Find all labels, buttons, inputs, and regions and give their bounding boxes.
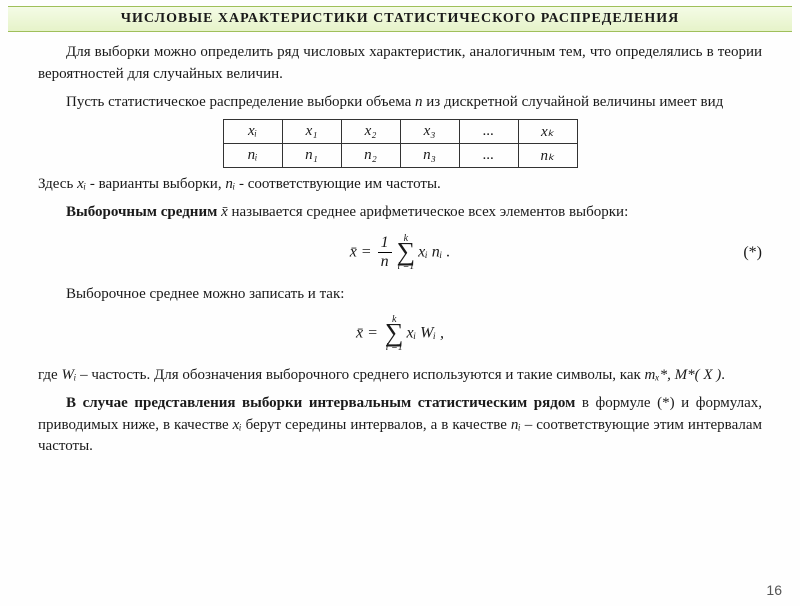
- section-header: ЧИСЛОВЫЕ ХАРАКТЕРИСТИКИ СТАТИСТИЧЕСКОГО …: [8, 6, 792, 32]
- numerator: 1: [378, 234, 392, 252]
- paragraph-legend: Здесь xᵢ - варианты выборки, nᵢ - соотве…: [38, 174, 762, 196]
- symbols: mₓ*, M*( X ): [645, 367, 722, 383]
- formula-mean: x̄ = 1n k∑i =1xᵢ nᵢ . (*): [38, 234, 762, 272]
- table-row: nᵢ n₁ n₂ n₃ ... nₖ: [223, 144, 577, 168]
- var-xi: xᵢ: [77, 176, 86, 192]
- text: - соответствующие им частоты.: [235, 176, 441, 192]
- text: – частость. Для обозначения выборочного …: [76, 367, 644, 383]
- term: xᵢ Wᵢ: [406, 325, 436, 342]
- table-row: xᵢ x₁ x₂ x₃ ... xₖ: [223, 120, 577, 144]
- equation-marker: (*): [743, 244, 762, 262]
- sum-lower: i =1: [397, 262, 416, 272]
- formula-mean-w: x̄ = k∑i =1xᵢ Wᵢ ,: [38, 315, 762, 353]
- text: - варианты выборки,: [86, 176, 225, 192]
- text: берут середины интервалов, а в качестве: [242, 417, 511, 433]
- tail: ,: [436, 325, 444, 342]
- sigma-icon: ∑: [385, 323, 404, 344]
- tail: .: [442, 243, 450, 260]
- text: где: [38, 367, 61, 383]
- cell: x₃: [400, 120, 459, 144]
- cell: n₃: [400, 144, 459, 168]
- paragraph-setup: Пусть статистическое распределение выбор…: [38, 92, 762, 114]
- cell: xₖ: [518, 120, 577, 144]
- text: называется среднее арифметическое всех э…: [231, 204, 628, 220]
- text: из дискретной случайной величины имеет в…: [423, 94, 724, 110]
- cell: nᵢ: [223, 144, 282, 168]
- sigma-icon: ∑: [397, 242, 416, 263]
- paragraph-mean-def: Выборочным средним x̄ называется среднее…: [38, 202, 762, 224]
- page-number: 16: [766, 582, 782, 598]
- text: Здесь: [38, 176, 77, 192]
- cell: x₂: [341, 120, 400, 144]
- summation: k∑i =1: [385, 315, 404, 353]
- fraction: 1n: [378, 234, 392, 271]
- summation: k∑i =1: [397, 234, 416, 272]
- cell: n₂: [341, 144, 400, 168]
- eq: =: [357, 243, 376, 260]
- paragraph-intro: Для выборки можно определить ряд числовы…: [38, 42, 762, 86]
- term: xᵢ nᵢ: [418, 243, 442, 260]
- term-sample-mean: Выборочным средним: [66, 204, 217, 220]
- cell: ...: [459, 144, 518, 168]
- lhs: x̄: [350, 243, 357, 260]
- var-ni: nᵢ: [225, 176, 235, 192]
- var-wi: Wᵢ: [61, 367, 76, 383]
- distribution-table: xᵢ x₁ x₂ x₃ ... xₖ nᵢ n₁ n₂ n₃ ... nₖ: [38, 119, 762, 168]
- cell: x₁: [282, 120, 341, 144]
- cell: n₁: [282, 144, 341, 168]
- cell: nₖ: [518, 144, 577, 168]
- cell: xᵢ: [223, 120, 282, 144]
- paragraph-where: где Wᵢ – частость. Для обозначения выбор…: [38, 365, 762, 387]
- sum-lower: i =1: [385, 343, 404, 353]
- var-xi: xᵢ: [233, 417, 242, 433]
- paragraph-interval: В случае представления выборки интерваль…: [38, 393, 762, 458]
- var-xbar: x̄: [217, 204, 231, 220]
- text: .: [721, 367, 725, 383]
- bold-lead: В случае представления выборки интерваль…: [66, 395, 575, 411]
- text: Пусть статистическое распределение выбор…: [66, 94, 415, 110]
- var-ni: nᵢ: [511, 417, 521, 433]
- eq: =: [363, 325, 382, 342]
- cell: ...: [459, 120, 518, 144]
- denominator: n: [378, 252, 392, 271]
- paragraph-alt: Выборочное среднее можно записать и так:: [38, 284, 762, 306]
- var-n: n: [415, 94, 423, 110]
